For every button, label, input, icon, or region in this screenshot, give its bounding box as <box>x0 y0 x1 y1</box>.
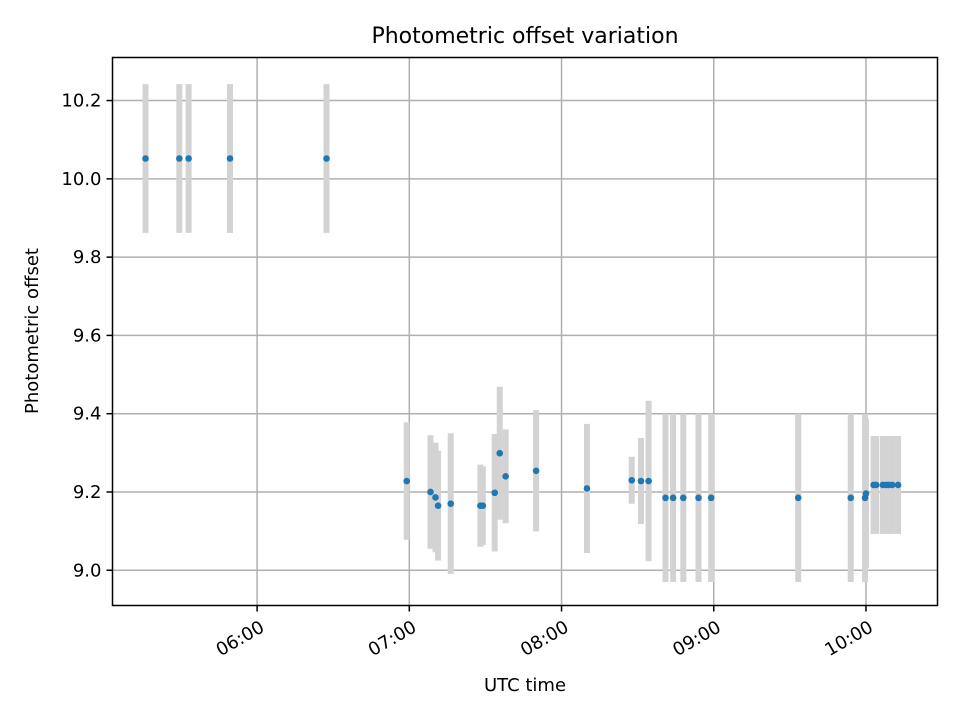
y-tick-label: 9.4 <box>73 404 102 425</box>
data-point <box>707 494 715 502</box>
y-tick-label: 9.8 <box>73 247 102 268</box>
data-point <box>583 485 591 492</box>
data-point <box>662 494 669 502</box>
data-point <box>894 481 902 489</box>
data-point <box>185 155 192 162</box>
data-point <box>491 489 499 497</box>
x-tick-label: 08:00 <box>517 617 572 661</box>
y-tick-label: 9.0 <box>73 560 102 581</box>
plot-frame <box>111 56 939 607</box>
y-tick-label: 10.0 <box>61 169 101 190</box>
data-point <box>847 494 855 502</box>
data-point <box>669 494 677 502</box>
chart-title: Photometric offset variation <box>371 24 678 49</box>
data-point <box>695 494 702 502</box>
data-point <box>447 500 455 508</box>
data-point <box>794 494 802 502</box>
data-point <box>532 467 540 475</box>
data-point <box>680 494 687 502</box>
y-tick-label: 9.6 <box>73 325 102 346</box>
data-point <box>323 155 330 162</box>
data-point <box>862 490 870 497</box>
data-point <box>872 481 880 489</box>
data-point <box>479 502 487 509</box>
data-point <box>142 155 149 162</box>
y-tick-label: 10.2 <box>61 91 101 112</box>
x-tick-label: 09:00 <box>669 617 724 661</box>
data-point <box>427 488 434 496</box>
error-bars <box>142 84 902 583</box>
data-point <box>403 477 411 485</box>
grid <box>112 57 938 606</box>
data-point <box>226 155 234 162</box>
data-point <box>176 155 183 162</box>
y-axis-label: Photometric offset <box>22 248 43 414</box>
y-tick-label: 9.2 <box>73 482 102 503</box>
data-point <box>432 494 439 501</box>
data-point <box>628 476 636 484</box>
x-axis-label: UTC time <box>484 675 566 696</box>
data-point <box>888 481 896 489</box>
x-tick-label: 07:00 <box>365 617 420 661</box>
x-tick-label: 10:00 <box>821 617 876 661</box>
data-point <box>637 477 645 485</box>
data-point <box>496 449 504 457</box>
data-points <box>142 155 902 509</box>
data-point <box>645 477 652 485</box>
data-point <box>502 473 509 480</box>
axis-ticks: 06:00 07:00 08:00 09:00 10:00 9.0 9.2 9.4 9.6 9.8… <box>61 91 876 661</box>
data-point <box>434 502 442 509</box>
x-tick-label: 06:00 <box>213 617 268 661</box>
